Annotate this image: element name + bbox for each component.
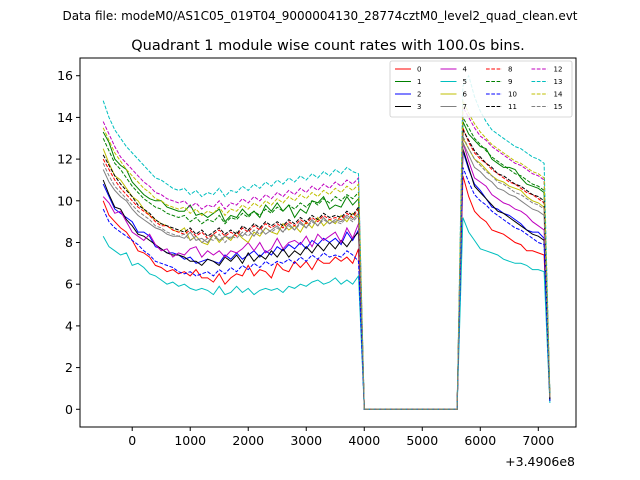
y-tick-label: 14	[57, 110, 73, 125]
x-tick-label: 1000	[174, 433, 206, 448]
y-tick-label: 16	[57, 68, 73, 83]
series-line-8	[102, 127, 551, 410]
y-tick-label: 2	[65, 360, 73, 375]
y-tick-label: 8	[65, 235, 73, 250]
x-tick-label: 0	[128, 433, 136, 448]
x-tick-label: 3000	[290, 433, 322, 448]
plot-area	[102, 74, 551, 410]
series-line-3	[102, 148, 551, 410]
x-tick-label: 4000	[348, 433, 380, 448]
series-line-10	[102, 167, 551, 410]
x-tick-label: 6000	[464, 433, 496, 448]
y-tick-label: 6	[65, 277, 73, 292]
legend-label-10: 10	[508, 91, 517, 99]
legend-label-11: 11	[508, 103, 517, 111]
series-line-0	[102, 175, 551, 410]
y-tick-label: 10	[57, 193, 73, 208]
x-tick-label: 5000	[406, 433, 438, 448]
series-line-13	[102, 74, 551, 410]
legend-label-3: 3	[417, 103, 421, 111]
x-tick-label: 7000	[522, 433, 554, 448]
legend-label-4: 4	[463, 66, 468, 74]
x-offset-label: +3.4906e8	[505, 454, 575, 469]
legend-label-0: 0	[417, 66, 421, 74]
data-file-caption: Data file: modeM0/AS1C05_019T04_90000041…	[62, 9, 577, 23]
legend-label-7: 7	[463, 103, 467, 111]
chart-title: Quadrant 1 module wise count rates with …	[131, 38, 525, 54]
legend-label-13: 13	[554, 78, 563, 86]
legend-label-6: 6	[463, 91, 468, 99]
y-tick-label: 4	[65, 318, 73, 333]
legend-label-1: 1	[417, 78, 421, 86]
legend-label-2: 2	[417, 91, 421, 99]
series-line-4	[102, 142, 551, 410]
series-line-5	[102, 217, 551, 410]
legend-label-8: 8	[508, 66, 512, 74]
legend-label-14: 14	[554, 91, 563, 99]
legend-label-12: 12	[554, 66, 563, 74]
series-line-6	[102, 136, 551, 410]
series-line-2	[102, 150, 551, 410]
x-axis: 0 1000 2000 3000 4000 5000 6000 7000	[128, 427, 554, 448]
series-line-9	[102, 115, 551, 410]
legend-label-9: 9	[508, 78, 512, 86]
series-line-14	[102, 100, 551, 410]
series-line-12	[102, 105, 551, 410]
x-tick-label: 2000	[232, 433, 264, 448]
y-tick-label: 0	[65, 402, 73, 417]
series-line-7	[102, 142, 551, 410]
series-line-1	[102, 121, 551, 410]
y-tick-label: 12	[57, 152, 73, 167]
series-line-15	[102, 135, 551, 410]
legend-label-5: 5	[463, 78, 467, 86]
legend-box	[389, 60, 573, 118]
series-line-11	[102, 128, 551, 410]
y-axis: 0 2 4 6 8 10 12 14 16	[57, 68, 80, 417]
legend-label-15: 15	[554, 103, 563, 111]
